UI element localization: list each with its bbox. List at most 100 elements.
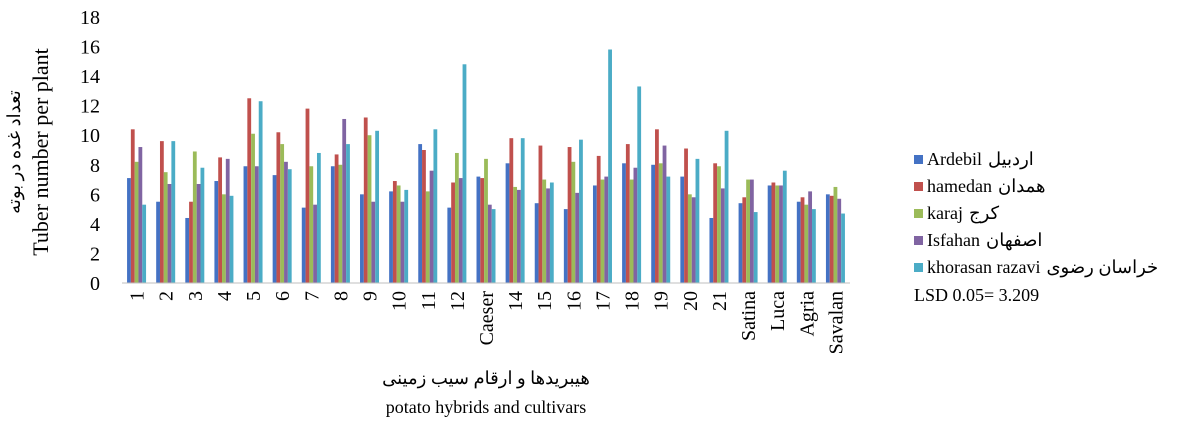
- bar-isfahan-15: [546, 188, 550, 283]
- bar-ardebil-2: [156, 201, 160, 283]
- bar-karaj-15: [542, 179, 547, 283]
- bar-ardebil-agria: [796, 201, 801, 283]
- bar-karaj-3: [192, 151, 197, 283]
- legend-swatch: [914, 263, 923, 272]
- x-tick-label: 17: [592, 291, 614, 311]
- bar-hamedan-5: [247, 98, 252, 283]
- bar-isfahan-2: [167, 183, 172, 283]
- bar-karaj-7: [309, 166, 314, 283]
- bar-hamedan-20: [684, 148, 688, 283]
- y-tick-label: 16: [80, 37, 100, 59]
- bar-hamedan-8: [334, 154, 339, 283]
- bar-ardebil-11: [418, 144, 423, 283]
- bar-karaj-9: [367, 135, 372, 283]
- bar-karaj-16: [571, 161, 576, 283]
- legend-item: hamedan همدان: [914, 173, 1158, 200]
- bar-isfahan-luca: [779, 185, 783, 283]
- y-axis-label-english: Tuber number per plant: [28, 48, 53, 256]
- y-tick-label: 10: [80, 125, 100, 147]
- bar-karaj-2: [163, 172, 168, 283]
- x-tick-label: 7: [301, 291, 323, 301]
- legend-series-name: Isfahan: [927, 230, 980, 250]
- bar-karaj-4: [222, 194, 226, 283]
- bar-ardebil-12: [447, 207, 452, 283]
- x-tick-label: 6: [272, 291, 294, 301]
- legend-series-name-persian: اردبیل: [987, 149, 1034, 169]
- bar-isfahan-17: [604, 176, 609, 283]
- x-tick-label: Agria: [796, 291, 818, 337]
- x-tick-label: 14: [505, 291, 527, 311]
- bar-karaj-6: [280, 144, 285, 283]
- x-tick-label: 3: [185, 291, 207, 301]
- bar-ardebil-luca: [767, 185, 772, 283]
- bar-isfahan-16: [575, 192, 580, 283]
- bar-karaj-10: [396, 185, 401, 283]
- bar-isfahan-9: [371, 201, 376, 283]
- bar-ardebil-satina: [738, 203, 743, 283]
- legend-swatch: [914, 155, 923, 164]
- bar-khorasan-razavi-6: [287, 169, 292, 283]
- bar-khorasan-razavi-luca: [782, 170, 787, 283]
- x-tick-label: 15: [534, 291, 556, 311]
- bar-khorasan-razavi-12: [462, 64, 467, 283]
- bar-hamedan-15: [538, 145, 543, 283]
- legend-series-name: khorasan razavi: [927, 257, 1041, 277]
- bar-hamedan-savalan: [829, 195, 834, 283]
- bar-karaj-agria: [804, 204, 809, 283]
- bar-khorasan-razavi-21: [724, 130, 729, 283]
- x-axis-label-english: potato hybrids and cultivars: [386, 397, 586, 417]
- bar-ardebil-17: [592, 185, 597, 283]
- bar-hamedan-16: [567, 147, 572, 283]
- x-tick-label: 12: [447, 291, 469, 311]
- bar-ardebil-16: [563, 209, 568, 283]
- bar-isfahan-7: [313, 204, 317, 283]
- bar-khorasan-razavi-3: [200, 167, 205, 283]
- legend-item: Ardebil اردبیل: [914, 146, 1158, 173]
- bar-isfahan-10: [400, 201, 405, 283]
- bar-khorasan-razavi-20: [695, 158, 700, 283]
- x-tick-label: 11: [418, 291, 440, 310]
- y-axis-label-persian: تعداد غده در بوته: [4, 90, 25, 214]
- legend-series-name-persian: کرج: [968, 203, 1000, 223]
- bar-karaj-14: [513, 186, 518, 283]
- bar-khorasan-razavi-9: [375, 130, 380, 283]
- bar-karaj-12: [454, 152, 459, 283]
- legend-series-name-persian: اصفهان: [985, 230, 1043, 250]
- bar-karaj-8: [338, 164, 343, 283]
- x-axis-ticks: 1 2 3 4 5 6 7 8 9 10 11 12 Caeser 14 15 16 17 18 19 20 21 Sat…: [127, 291, 848, 355]
- bar-isfahan-3: [196, 183, 201, 283]
- bar-hamedan-6: [276, 132, 281, 283]
- bar-hamedan-17: [596, 155, 601, 283]
- x-tick-label: 18: [622, 291, 644, 311]
- x-tick-label: 10: [389, 291, 411, 311]
- y-tick-label: 8: [90, 155, 100, 177]
- bar-isfahan-caeser: [487, 204, 492, 283]
- bar-ardebil-9: [360, 194, 364, 283]
- bar-karaj-5: [251, 133, 255, 283]
- bar-isfahan-8: [342, 118, 347, 283]
- bar-karaj-satina: [746, 179, 750, 283]
- bar-hamedan-2: [159, 141, 164, 283]
- bar-hamedan-agria: [800, 197, 805, 283]
- x-tick-label: Satina: [738, 291, 760, 341]
- bar-karaj-luca: [775, 185, 780, 283]
- bar-isfahan-11: [429, 170, 434, 283]
- bar-khorasan-razavi-5: [258, 101, 263, 283]
- bar-khorasan-razavi-17: [608, 49, 612, 284]
- bar-hamedan-11: [422, 150, 426, 283]
- bar-khorasan-razavi-18: [637, 86, 642, 284]
- bar-hamedan-3: [189, 201, 193, 283]
- bar-hamedan-1: [130, 129, 135, 283]
- legend-item: karaj کرج: [914, 200, 1158, 227]
- x-tick-label: 9: [360, 291, 382, 301]
- bar-hamedan-12: [451, 182, 455, 283]
- y-tick-label: 14: [80, 66, 100, 88]
- bar-karaj-21: [717, 166, 721, 283]
- bar-ardebil-6: [272, 175, 277, 283]
- bar-khorasan-razavi-10: [404, 189, 409, 283]
- x-tick-label: 5: [243, 291, 265, 301]
- bar-khorasan-razavi-4: [229, 195, 234, 283]
- y-tick-label: 18: [80, 7, 100, 29]
- x-tick-label: 1: [127, 291, 149, 301]
